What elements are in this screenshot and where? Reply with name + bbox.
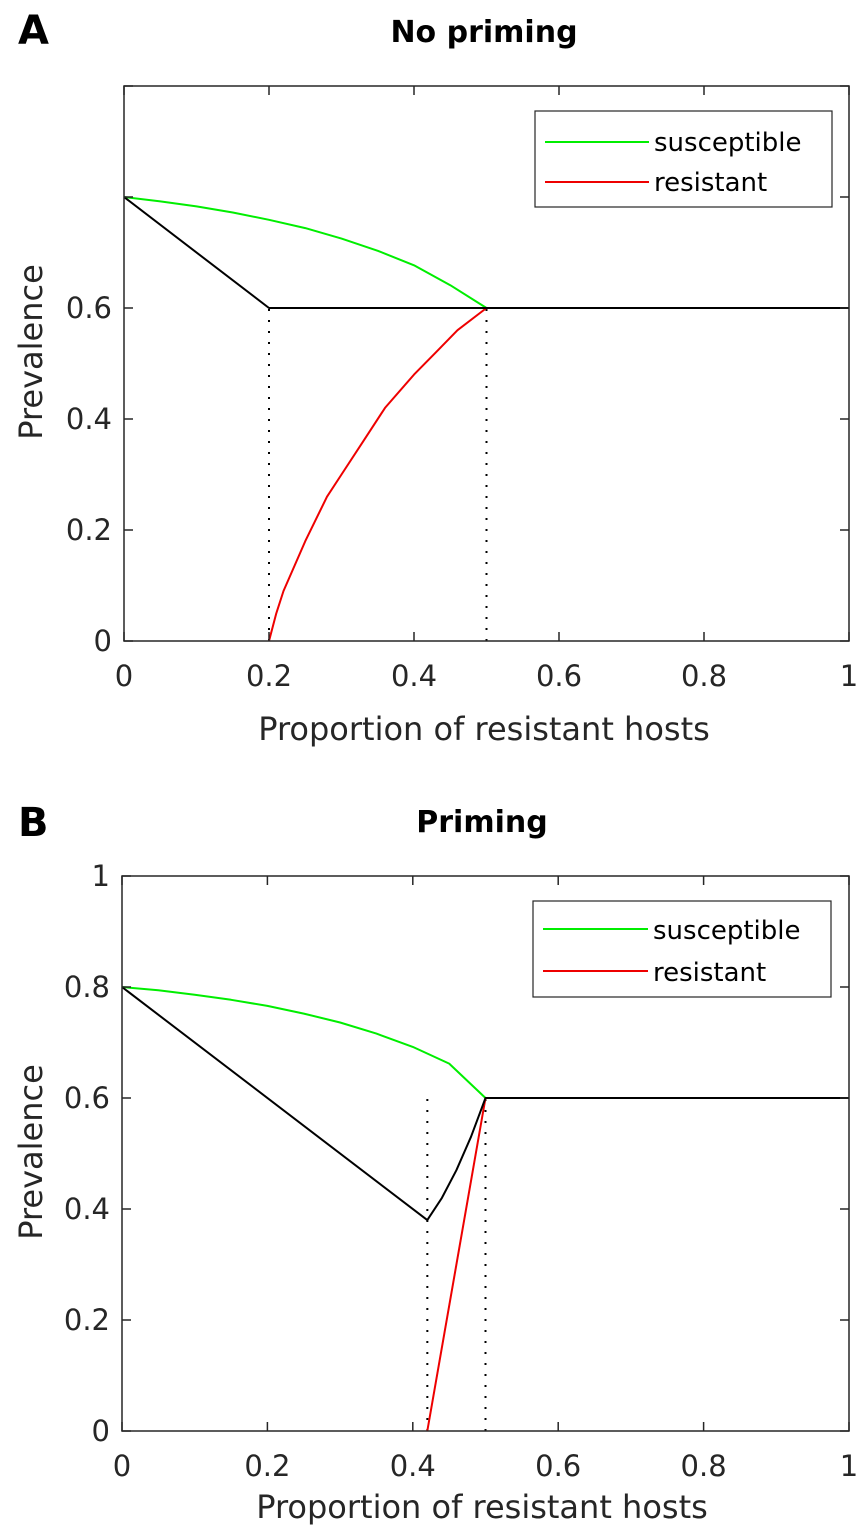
x-tick-label: 0.6: [536, 659, 582, 693]
y-axis-label: Prevalence: [12, 264, 50, 440]
panel-a: A No priming 0 0.2 0.4 0.6 0.8 1 0 0.2 0.4 0.6 P…: [12, 8, 858, 748]
reference-lines: [268, 308, 488, 641]
y-tick-label: 0.8: [64, 970, 110, 1004]
series-line-resistant: [268, 307, 488, 642]
y-tick-label: 0.2: [64, 1303, 110, 1337]
ticks: [123, 85, 850, 642]
x-tick-label: 0.2: [244, 1449, 290, 1483]
x-tick-label: 0.2: [246, 659, 292, 693]
x-tick-label: 0.4: [391, 659, 437, 693]
x-tick-label: 0.6: [535, 1449, 581, 1483]
ticks: [121, 875, 850, 1432]
series-line-resistant: [426, 1097, 487, 1432]
panel-label: B: [18, 800, 49, 846]
legend-box: [534, 110, 833, 208]
y-tick-label: 0.6: [64, 1081, 110, 1115]
series-line-susceptible: [123, 196, 488, 309]
y-axis-label: Prevalence: [12, 1064, 50, 1240]
reference-lines: [426, 1098, 487, 1431]
legend-label-resistant: resistant: [653, 958, 766, 988]
x-tick-label: 0: [113, 1449, 131, 1483]
y-tick-label: 1: [92, 859, 110, 893]
x-axis-label: Proportion of resistant hosts: [256, 1488, 708, 1526]
legend-box: [532, 900, 832, 998]
series-lines: [123, 196, 849, 642]
y-tick-label: 0: [94, 624, 112, 658]
y-tick-label: 0.6: [66, 291, 112, 325]
x-tick-label: 0.4: [390, 1449, 436, 1483]
legend: susceptible resistant: [534, 110, 833, 208]
series-line-susceptible: [121, 986, 487, 1099]
panel-b: B Priming 0 0.2 0.4 0.6 0.8 1 00.20.40.60.81 …: [12, 800, 858, 1526]
y-tick-labels: 0 0.2 0.4 0.6 0.8 1: [64, 859, 110, 1448]
chart-title: No priming: [390, 15, 577, 50]
x-tick-labels: 0 0.2 0.4 0.6 0.8 1: [115, 659, 858, 693]
legend-label-susceptible: susceptible: [653, 916, 801, 946]
legend: susceptible resistant: [532, 900, 832, 998]
y-tick-label: 0.4: [64, 1192, 110, 1226]
series-line-envelope: [123, 196, 849, 309]
series-line-envelope: [121, 986, 849, 1222]
x-tick-label: 0.8: [681, 659, 727, 693]
legend-label-resistant: resistant: [654, 168, 767, 198]
axes-frame: [123, 85, 850, 642]
x-axis-label: Proportion of resistant hosts: [258, 710, 710, 748]
x-tick-label: 0: [115, 659, 133, 693]
series-lines: [121, 986, 849, 1432]
x-tick-labels: 0 0.2 0.4 0.6 0.8 1: [113, 1449, 858, 1483]
x-tick-label: 1: [840, 1449, 858, 1483]
x-tick-label: 0.8: [681, 1449, 727, 1483]
chart-title: Priming: [416, 805, 547, 840]
y-tick-label: 0.2: [66, 513, 112, 547]
panel-label: A: [18, 8, 49, 54]
y-tick-label: 0.4: [66, 402, 112, 436]
x-tick-label: 1: [840, 659, 858, 693]
legend-label-susceptible: susceptible: [654, 128, 802, 158]
y-tick-label: 0: [92, 1414, 110, 1448]
y-tick-labels: 0 0.2 0.4 0.6: [66, 291, 112, 658]
axes-frame: [121, 875, 850, 1432]
